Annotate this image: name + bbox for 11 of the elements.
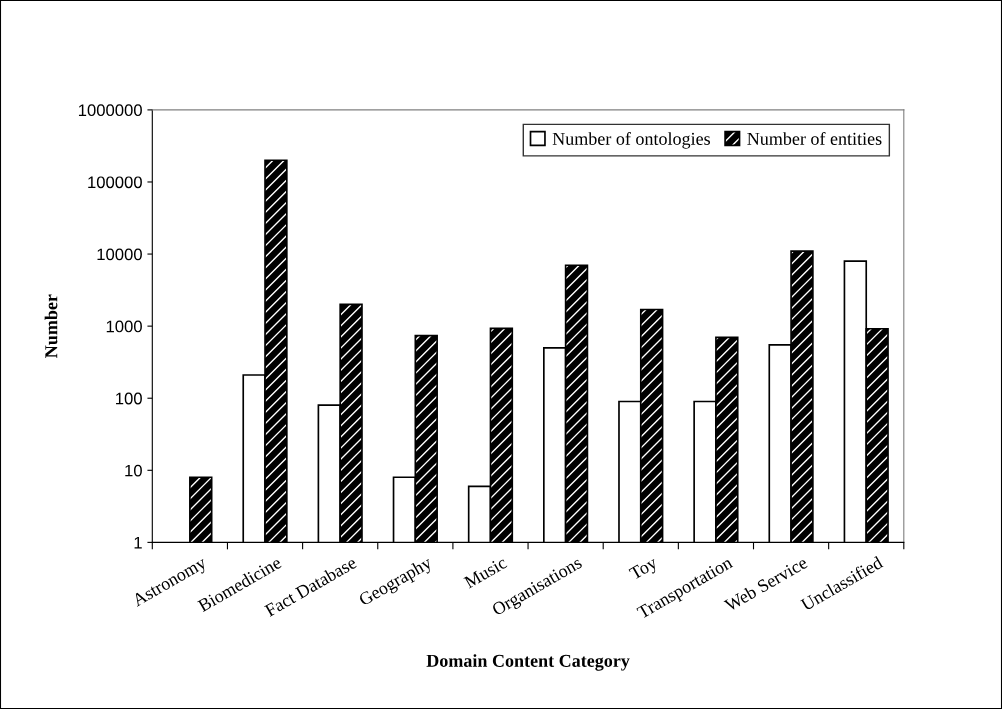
y-tick-label: 1000000 — [78, 104, 142, 117]
y-tick-label: 1000 — [106, 320, 142, 333]
y-tick-label: 100000 — [88, 176, 142, 189]
y-tick-label: 100 — [116, 392, 142, 405]
x-axis-title: Domain Content Category — [426, 654, 630, 671]
legend-label: Number of ontologies — [552, 132, 710, 149]
y-tick-label: 10 — [125, 464, 142, 477]
y-axis-title: Number — [44, 294, 58, 358]
legend-label: Number of entities — [747, 132, 882, 145]
y-tick-label: 1 — [134, 536, 142, 549]
y-tick-label: 10000 — [97, 248, 142, 261]
